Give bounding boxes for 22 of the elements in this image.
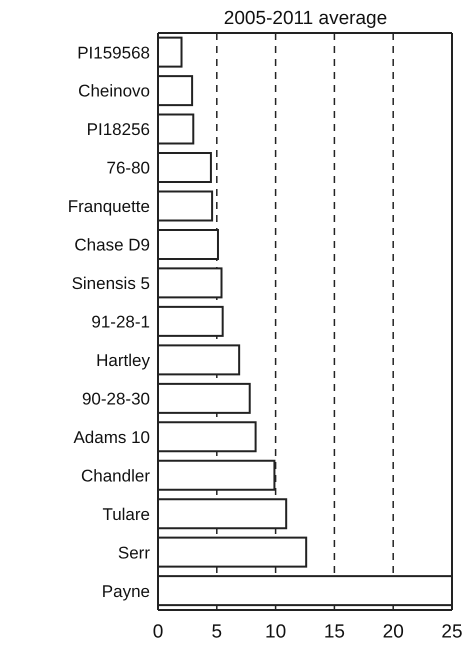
x-tick-label: 5 — [212, 621, 222, 642]
x-tick-label: 0 — [152, 621, 164, 642]
chart-title: 2005-2011 average — [222, 8, 388, 30]
y-tick-label: Cheinovo — [78, 82, 150, 101]
y-tick-label: Adams 10 — [73, 428, 150, 447]
y-tick-label: 76-80 — [106, 158, 150, 178]
y-tick-label: Chase D9 — [74, 236, 150, 255]
y-tick-label: Tulare — [102, 504, 150, 524]
x-tick-label: 20 — [382, 621, 404, 642]
y-tick-label: Serr — [118, 543, 150, 562]
y-tick-label: Chandler — [81, 466, 150, 486]
x-tick-label: 25 — [441, 621, 463, 642]
y-tick-label: Payne — [102, 582, 150, 601]
y-tick-label: 90-28-30 — [82, 389, 150, 408]
y-tick-label: Sinensis 5 — [72, 274, 150, 294]
y-tick-label: PI159568 — [77, 43, 150, 62]
y-tick-label: Franquette — [68, 197, 150, 216]
x-tick-label: 15 — [324, 621, 345, 642]
x-tick-label: 10 — [265, 621, 286, 642]
y-tick-label: PI18256 — [86, 120, 150, 140]
y-tick-label: Hartley — [96, 351, 150, 370]
y-tick-label: 91-28-1 — [91, 312, 150, 332]
